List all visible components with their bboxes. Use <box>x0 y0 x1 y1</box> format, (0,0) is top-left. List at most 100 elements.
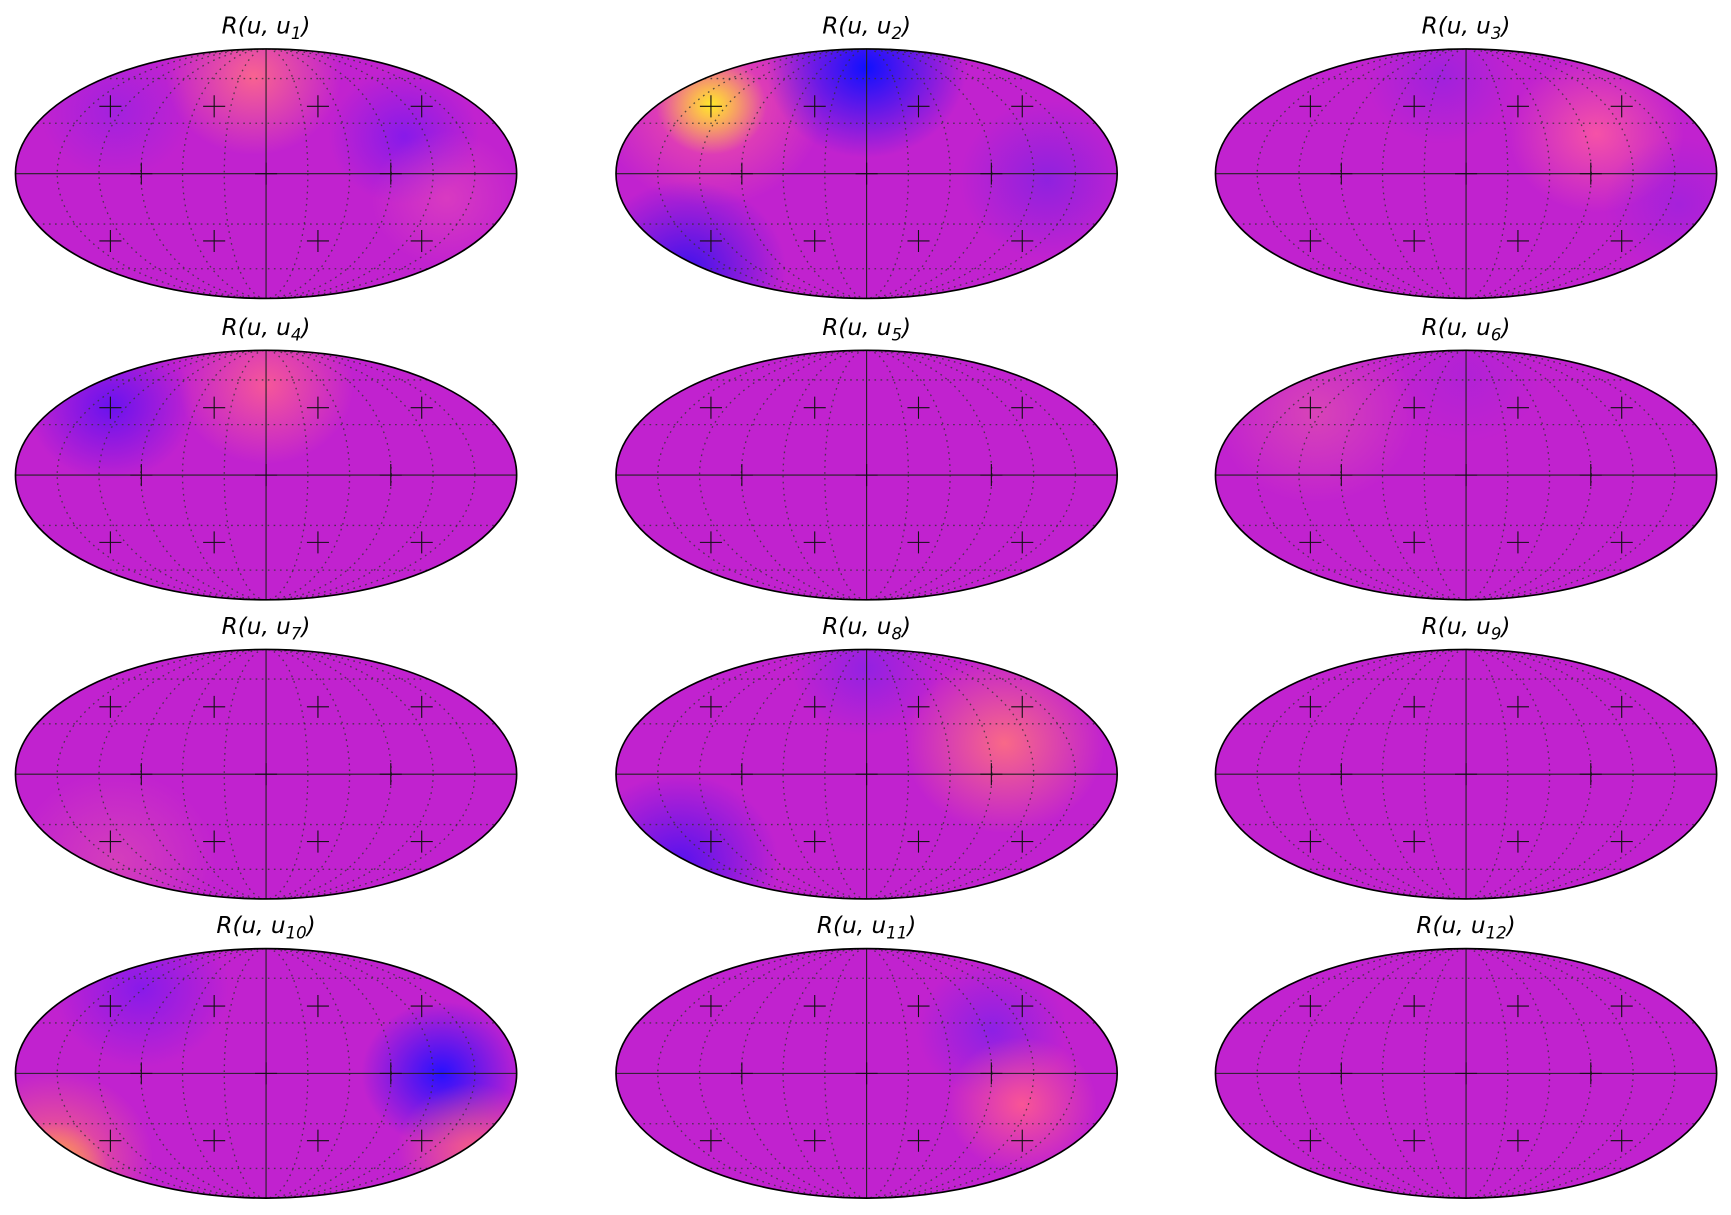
cross-marker <box>379 763 402 786</box>
cross-marker <box>99 95 122 118</box>
color-blob <box>904 652 1105 834</box>
cross-marker <box>699 229 722 253</box>
cross-marker <box>1011 994 1034 1018</box>
cross-marker <box>1403 229 1426 253</box>
panel-title: R(u, u8) <box>822 613 911 644</box>
cross-marker <box>1330 1062 1353 1085</box>
map-outline <box>14 48 518 300</box>
cross-marker <box>1506 695 1529 718</box>
cross-marker <box>1330 763 1353 786</box>
cross-marker <box>1506 95 1529 118</box>
cross-marker <box>980 162 1003 185</box>
cross-marker <box>410 229 433 253</box>
cross-marker <box>1011 1129 1034 1152</box>
title-subscript: 12 <box>1486 924 1507 943</box>
cross-marker <box>855 1062 878 1085</box>
title-suffix: ) <box>905 912 916 939</box>
title-subscript: 6 <box>1491 325 1502 344</box>
title-suffix: ) <box>1499 613 1510 640</box>
cross-marker <box>306 229 329 253</box>
title-subscript: 11 <box>886 924 907 943</box>
title-prefix: R(u, u <box>1422 12 1491 39</box>
title-suffix: ) <box>900 12 911 39</box>
title-suffix: ) <box>1505 912 1516 939</box>
map-field <box>616 649 1118 899</box>
cross-marker <box>907 830 930 853</box>
cross-marker <box>1403 830 1426 853</box>
color-blob <box>616 180 787 299</box>
cross-marker <box>1011 830 1034 853</box>
color-blob <box>165 48 342 156</box>
cross-marker <box>410 994 433 1018</box>
panel-title: R(u, u2) <box>822 12 911 43</box>
map-panel: R(u, u9) <box>1214 613 1718 900</box>
cross-marker <box>1403 994 1426 1018</box>
map-panel: R(u, u12) <box>1214 912 1718 1199</box>
title-suffix: ) <box>900 613 911 640</box>
cross-marker <box>1299 531 1322 554</box>
cross-marker <box>1011 695 1034 718</box>
cross-marker <box>130 162 153 185</box>
cross-marker <box>410 396 433 419</box>
cross-marker <box>203 95 226 118</box>
map-panel: R(u, u2) <box>615 12 1119 300</box>
title-subscript: 10 <box>286 924 307 943</box>
cross-marker <box>306 994 329 1018</box>
cross-marker <box>730 463 753 487</box>
map-panel: R(u, u4) <box>14 314 518 601</box>
title-subscript: 5 <box>891 325 902 344</box>
cross-marker <box>907 994 930 1018</box>
map-outline <box>1214 349 1718 601</box>
color-blob <box>1215 350 1416 503</box>
panel-title: R(u, u9) <box>1422 613 1511 644</box>
cross-marker <box>803 994 826 1018</box>
cross-marker <box>255 162 278 185</box>
cross-marker <box>730 162 753 185</box>
cross-marker <box>306 95 329 118</box>
cross-marker <box>410 1129 433 1152</box>
cross-marker <box>379 463 402 487</box>
color-blob <box>53 948 229 1068</box>
cross-marker <box>99 229 122 253</box>
cross-marker <box>203 531 226 554</box>
map-outline <box>14 648 518 900</box>
title-prefix: R(u, u <box>1422 314 1491 341</box>
cross-marker <box>1403 531 1426 554</box>
map-field <box>616 48 1118 299</box>
cross-marker <box>410 830 433 853</box>
title-subscript: 7 <box>291 625 302 644</box>
title-subscript: 2 <box>891 24 902 43</box>
map-panel: R(u, u5) <box>615 314 1119 601</box>
map-field <box>1215 48 1717 299</box>
title-prefix: R(u, u <box>1422 613 1491 640</box>
cross-marker <box>379 1062 402 1085</box>
title-suffix: ) <box>1499 314 1510 341</box>
cross-marker <box>1455 763 1478 786</box>
panel-title: R(u, u11) <box>817 912 916 943</box>
cross-marker <box>980 463 1003 487</box>
cross-marker <box>130 463 153 487</box>
cross-marker <box>1506 830 1529 853</box>
cross-marker <box>730 1062 753 1085</box>
cross-marker <box>1455 1062 1478 1085</box>
cross-marker <box>1579 763 1602 786</box>
cross-marker <box>907 229 930 253</box>
cross-marker <box>699 531 722 554</box>
cross-marker <box>1610 95 1633 118</box>
map-panel: R(u, u1) <box>14 12 518 300</box>
panel-title: R(u, u12) <box>1416 912 1515 943</box>
cross-marker <box>410 531 433 554</box>
color-blob <box>396 1083 517 1199</box>
map-field <box>15 948 517 1199</box>
map-outline <box>615 349 1119 601</box>
title-prefix: R(u, u <box>817 912 886 939</box>
cross-marker <box>410 95 433 118</box>
cross-marker <box>907 95 930 118</box>
cross-marker <box>306 1129 329 1152</box>
title-suffix: ) <box>299 314 310 341</box>
map-panel: R(u, u7) <box>14 613 518 900</box>
title-prefix: R(u, u <box>216 912 285 939</box>
cross-marker <box>99 1129 122 1152</box>
cross-marker <box>1299 229 1322 253</box>
cross-marker <box>855 463 878 487</box>
